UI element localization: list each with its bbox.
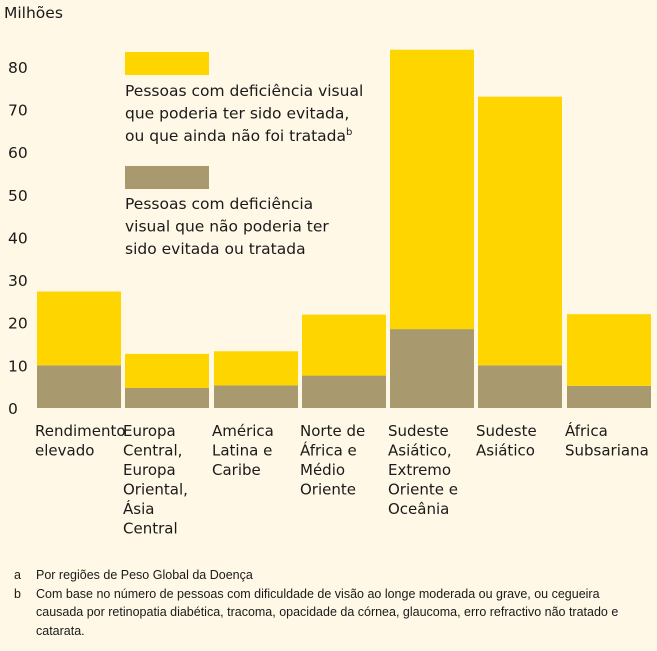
x-category-label: África Subsariana <box>565 421 649 460</box>
legend-swatch-avoidable <box>125 52 209 75</box>
bar-segment-unavoidable <box>125 387 209 408</box>
bar-segment-unavoidable <box>478 365 562 408</box>
y-tick-label: 10 <box>8 357 28 375</box>
footnotes: a Por regiões de Peso Global da Doença b… <box>14 566 644 640</box>
legend-swatch-unavoidable <box>125 166 209 189</box>
y-tick-label: 40 <box>8 229 28 247</box>
bar-segment-avoidable <box>37 291 121 366</box>
x-category-label: Europa Central, Europa Oriental, Ásia Central <box>123 422 188 538</box>
x-category-label: Rendimento elevado <box>35 422 126 460</box>
bar-segment-unavoidable <box>302 375 386 408</box>
bar-segment-avoidable <box>302 314 386 376</box>
x-category-label: Norte de África e Médio Oriente <box>300 422 365 499</box>
footnote-b: b Com base no número de pessoas com difi… <box>14 585 644 641</box>
footnote-mark: a <box>14 568 21 582</box>
footnote-text: Com base no número de pessoas com dificu… <box>36 586 619 638</box>
footnote-a: a Por regiões de Peso Global da Doença <box>14 566 644 585</box>
bar-segment-avoidable <box>390 49 474 330</box>
y-tick-label: 30 <box>8 272 28 290</box>
y-axis-title: Milhões <box>4 4 63 22</box>
legend-label-avoidable: Pessoas com deficiência visual que poderi… <box>125 82 363 145</box>
bar-segment-unavoidable <box>37 365 121 408</box>
y-tick-label: 50 <box>8 187 28 205</box>
y-tick-label: 70 <box>8 101 28 119</box>
x-category-label: América Latina e Caribe <box>212 422 274 479</box>
legend: Pessoas com deficiência visual que poderi… <box>125 52 363 258</box>
y-axis-ticks: 0 10 20 30 40 50 60 70 80 <box>8 59 28 418</box>
x-category-label: Sudeste Asiático <box>476 422 537 460</box>
x-category-label: Sudeste Asiático, Extremo Oriente e Oceânia <box>388 422 458 518</box>
bar-segment-avoidable <box>125 353 209 388</box>
y-tick-label: 20 <box>8 315 28 333</box>
y-tick-label: 0 <box>8 400 18 418</box>
y-tick-label: 60 <box>8 144 28 162</box>
bar-segment-avoidable <box>478 96 562 366</box>
y-tick-label: 80 <box>8 59 28 77</box>
bar-segment-unavoidable <box>567 385 651 408</box>
bar-segment-unavoidable <box>390 329 474 408</box>
bars <box>37 49 651 408</box>
footnote-mark: b <box>14 586 21 601</box>
bar-segment-unavoidable <box>214 385 298 408</box>
bar-segment-avoidable <box>567 314 651 386</box>
legend-label-unavoidable: Pessoas com deficiência visual que não po… <box>125 195 329 258</box>
footnote-text: Por regiões de Peso Global da Doença <box>36 568 253 582</box>
bar-segment-avoidable <box>214 351 298 386</box>
